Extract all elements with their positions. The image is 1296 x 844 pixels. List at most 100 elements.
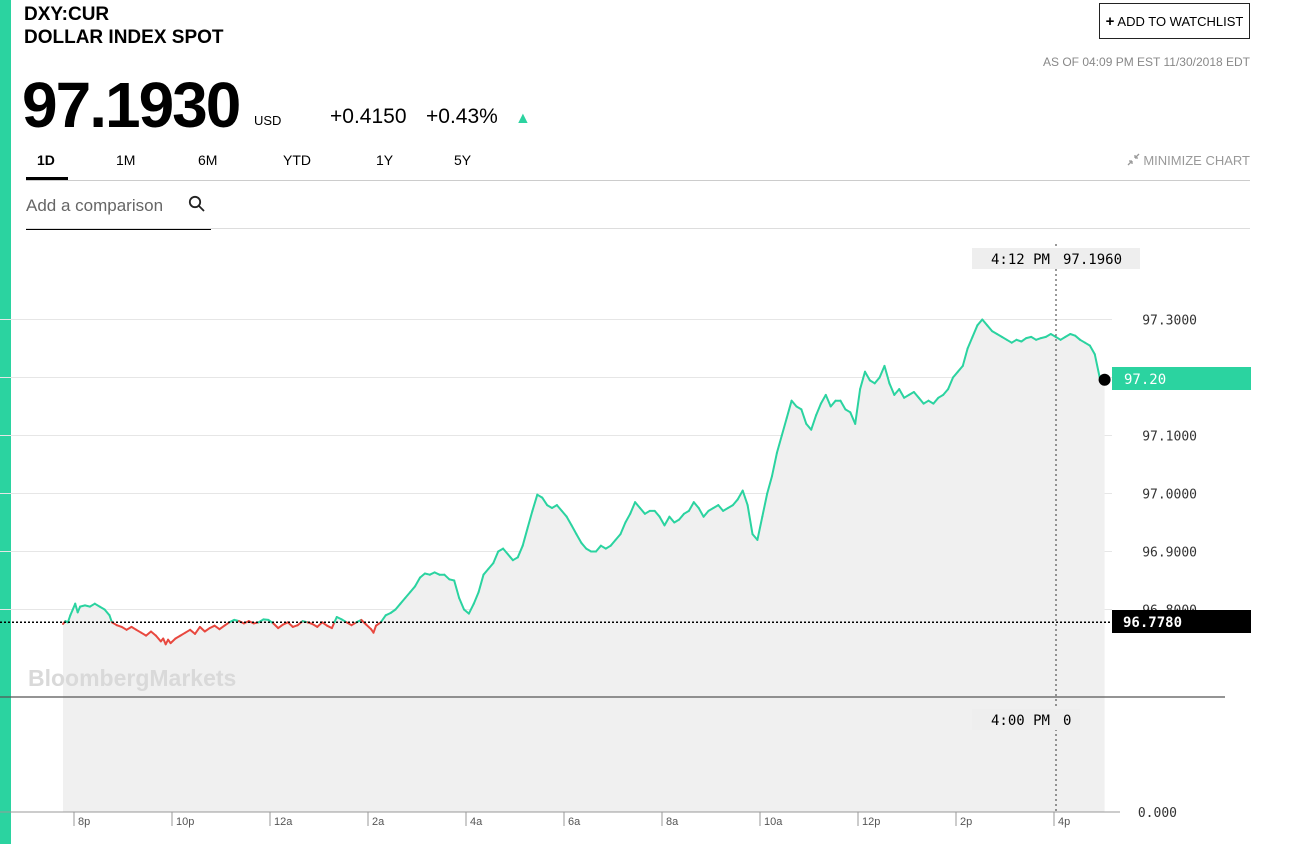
- x-tick-label: 10a: [764, 816, 783, 828]
- price-line-segment: [1093, 353, 1101, 379]
- price-line-segment: [961, 347, 969, 367]
- price-line-segment: [330, 621, 336, 630]
- price-line-segment: [629, 501, 637, 515]
- price-line-segment: [687, 501, 695, 512]
- y-tick-label: 96.9000: [1142, 546, 1197, 561]
- price-line-segment: [966, 335, 974, 350]
- last-price-dot: [1098, 373, 1111, 386]
- price-line-segment: [771, 451, 778, 478]
- price-change: +0.4150: [330, 105, 407, 128]
- crosshair-value: 97.1960: [1063, 252, 1122, 268]
- x-tick-label: 12a: [274, 816, 293, 828]
- price-line-segment: [507, 553, 514, 562]
- price-line-segment: [453, 579, 461, 599]
- price-line-segment: [404, 591, 412, 599]
- price-line-segment: [756, 515, 764, 541]
- watchlist-label: ADD TO WATCHLIST: [1117, 13, 1244, 29]
- x-tick-label: 10p: [176, 816, 194, 828]
- price-line-segment: [883, 364, 891, 385]
- price-line-segment: [419, 572, 426, 579]
- price-line-segment: [609, 538, 617, 547]
- price-line-segment: [741, 489, 749, 507]
- price-line-segment: [194, 625, 201, 635]
- y-tick-label: 97.0000: [1142, 488, 1197, 503]
- price-line-segment: [619, 521, 627, 536]
- x-tick-label: 2a: [372, 816, 385, 828]
- price-line-segment: [952, 370, 959, 379]
- watermark: BloombergMarkets: [28, 665, 236, 691]
- price-line-segment: [502, 547, 509, 556]
- price-line-segment: [272, 622, 280, 630]
- price-line-segment: [702, 509, 710, 518]
- tab-1d[interactable]: 1D: [37, 152, 55, 168]
- price-line-segment: [443, 573, 451, 581]
- tab-ytd[interactable]: YTD: [283, 152, 311, 168]
- currency-label: USD: [254, 113, 282, 128]
- area-fill: [63, 319, 1105, 812]
- price-line-segment: [824, 393, 832, 408]
- tab-1y[interactable]: 1Y: [376, 152, 394, 168]
- price-line-segment: [658, 515, 666, 527]
- price-line-segment: [541, 496, 549, 507]
- price-line-segment: [761, 492, 769, 518]
- price-line-segment: [1088, 344, 1096, 356]
- previous-close-badge: [1112, 610, 1251, 633]
- price-line-segment: [873, 376, 881, 385]
- volume-readout-time: 4:00 PM: [991, 713, 1050, 729]
- up-arrow-icon: ▲: [515, 110, 531, 127]
- price-line-segment: [1074, 334, 1082, 341]
- price-line-segment: [731, 498, 739, 507]
- price-line-segment: [780, 417, 788, 437]
- x-tick-label: 8p: [78, 816, 90, 828]
- tab-5y[interactable]: 5Y: [454, 152, 472, 168]
- price-line-segment: [108, 614, 113, 624]
- price-line-segment: [917, 396, 925, 405]
- price-line-segment: [526, 509, 534, 530]
- crosshair-readout-box: [972, 248, 1140, 269]
- price-change-percent: +0.43%: [426, 105, 498, 128]
- last-value-label: 97.20: [1124, 372, 1166, 388]
- minimize-chart-label: MINIMIZE CHART: [1143, 153, 1250, 168]
- price-line-segment: [746, 504, 754, 536]
- price-line-segment: [790, 399, 798, 408]
- add-to-watchlist-button[interactable]: + ADD TO WATCHLIST: [1099, 3, 1250, 39]
- price-line-segment: [66, 614, 72, 624]
- price-line-segment: [316, 621, 324, 628]
- comparison-input[interactable]: [26, 192, 186, 220]
- volume-axis-label: 0.000: [1138, 806, 1177, 821]
- price-line-segment: [531, 493, 539, 512]
- last-price: 97.1930: [22, 69, 241, 141]
- price-line-segment: [360, 618, 368, 626]
- price-line-segment: [565, 515, 573, 527]
- previous-close-label: 96.7780: [1123, 615, 1182, 631]
- price-line-segment: [888, 382, 896, 396]
- price-line-segment: [898, 388, 906, 399]
- price-line-segment: [286, 621, 294, 628]
- tab-6m[interactable]: 6M: [198, 152, 218, 168]
- price-line-segment: [829, 399, 837, 408]
- price-line-segment: [560, 509, 568, 518]
- price-line-segment: [971, 324, 979, 338]
- price-line-segment: [477, 573, 485, 594]
- price-line-segment: [198, 625, 206, 633]
- tab-1m[interactable]: 1M: [116, 152, 136, 168]
- price-line-segment: [819, 393, 827, 405]
- minimize-chart-button[interactable]: MINIMIZE CHART: [1127, 153, 1250, 168]
- volume-readout-box: [972, 709, 1080, 730]
- price-line-segment: [521, 527, 529, 547]
- price-line-segment: [389, 608, 397, 614]
- x-tick-label: 6a: [568, 816, 581, 828]
- price-line-segment: [394, 602, 402, 611]
- price-line-segment: [775, 434, 783, 454]
- price-line-segment: [399, 596, 407, 605]
- price-line-segment: [555, 504, 563, 512]
- header-divider: [26, 228, 1250, 229]
- price-line-segment: [458, 596, 465, 611]
- price-line-segment: [947, 376, 954, 391]
- price-line-segment: [580, 541, 588, 550]
- instrument-name: DOLLAR INDEX SPOT: [24, 27, 224, 48]
- search-icon[interactable]: [188, 195, 206, 213]
- price-line-segment: [785, 399, 793, 420]
- price-line-segment: [663, 515, 671, 527]
